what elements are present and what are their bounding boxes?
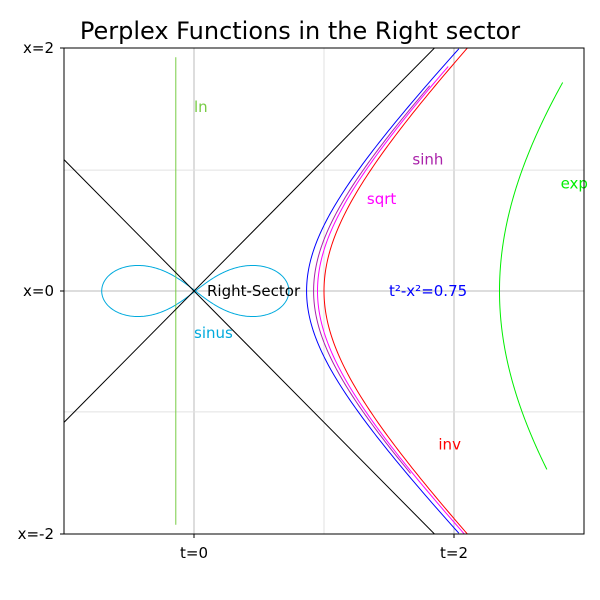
label-3: exp <box>561 174 588 192</box>
series-curve-sinus <box>101 264 290 318</box>
series-curve-exp <box>498 82 564 470</box>
label-2: sqrt <box>367 190 397 208</box>
series-curve-t-x-0-75 <box>306 48 460 534</box>
series-curve-diagonal-7 <box>64 48 436 423</box>
series-curve-sinh <box>313 85 431 474</box>
y-tick-label-2: x=-2 <box>18 525 54 543</box>
label-5: t²-x²=0.75 <box>389 282 467 300</box>
x-tick-label-0: t=0 <box>180 544 208 562</box>
label-7: inv <box>438 436 461 454</box>
tick-labels: t=0 t=2 x=2 x=0 x=-2 <box>18 39 468 562</box>
chart-title: Perplex Functions in the Right sector <box>80 17 520 45</box>
series-labels: ln sinh sqrt exp Right-Sector t²-x²=0.75 sinus… <box>194 98 588 454</box>
series-curves <box>64 48 564 534</box>
series-curve-sqrt <box>316 66 466 534</box>
label-4: Right-Sector <box>207 282 301 300</box>
y-tick-label-0: x=2 <box>23 39 54 57</box>
label-1: sinh <box>412 151 443 169</box>
series-curve-inv <box>323 48 469 534</box>
series-curve-diagonal-8 <box>64 159 436 534</box>
label-6: sinus <box>194 324 233 342</box>
y-tick-label-1: x=0 <box>23 282 54 300</box>
x-tick-label-1: t=2 <box>440 544 468 562</box>
label-0: ln <box>194 98 208 116</box>
